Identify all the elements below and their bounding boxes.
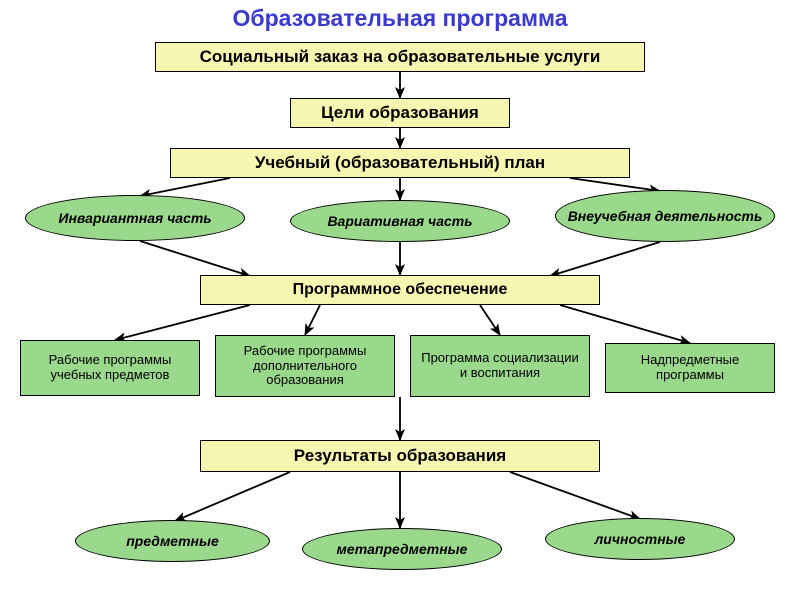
node-n13: предметные xyxy=(75,520,270,562)
node-label: Социальный заказ на образовательные услу… xyxy=(200,47,601,67)
node-n1: Социальный заказ на образовательные услу… xyxy=(155,42,645,72)
node-n12: Результаты образования xyxy=(200,440,600,472)
node-label: Внеучебная деятельность xyxy=(568,208,763,224)
node-n11: Надпредметные программы xyxy=(605,343,775,393)
edge-4 xyxy=(570,178,660,191)
diagram-title: Образовательная программа xyxy=(0,5,800,32)
edge-10 xyxy=(480,305,500,335)
node-n7: Программное обеспечение xyxy=(200,275,600,305)
node-n8: Рабочие программы учебных предметов xyxy=(20,340,200,396)
node-label: Цели образования xyxy=(321,103,479,123)
node-n6: Внеучебная деятельность xyxy=(555,190,775,242)
node-label: Программа социализации и воспитания xyxy=(417,351,583,381)
edge-7 xyxy=(550,242,660,276)
node-n9: Рабочие программы дополнительного образо… xyxy=(215,335,395,397)
node-label: Учебный (образовательный) план xyxy=(255,153,545,173)
node-label: Вариативная часть xyxy=(327,213,472,229)
node-label: метапредметные xyxy=(337,541,468,557)
node-label: Рабочие программы дополнительного образо… xyxy=(222,344,388,389)
node-n5: Вариативная часть xyxy=(290,200,510,242)
node-n3: Учебный (образовательный) план xyxy=(170,148,630,178)
node-n4: Инвариантная часть xyxy=(25,195,245,241)
node-label: Результаты образования xyxy=(294,446,506,466)
edge-15 xyxy=(510,472,640,519)
node-label: личностные xyxy=(595,531,686,547)
edge-13 xyxy=(175,472,290,521)
node-label: Программное обеспечение xyxy=(293,281,508,299)
edge-2 xyxy=(140,178,230,196)
diagram-stage: Образовательная программа Социальный зак… xyxy=(0,0,800,600)
node-label: предметные xyxy=(126,533,219,549)
node-n2: Цели образования xyxy=(290,98,510,128)
node-n10: Программа социализации и воспитания xyxy=(410,335,590,397)
node-label: Надпредметные программы xyxy=(612,353,768,383)
node-n15: личностные xyxy=(545,518,735,560)
node-label: Инвариантная часть xyxy=(58,210,211,226)
edge-5 xyxy=(140,241,250,276)
node-n14: метапредметные xyxy=(302,528,502,570)
node-label: Рабочие программы учебных предметов xyxy=(27,353,193,383)
edge-9 xyxy=(305,305,320,335)
